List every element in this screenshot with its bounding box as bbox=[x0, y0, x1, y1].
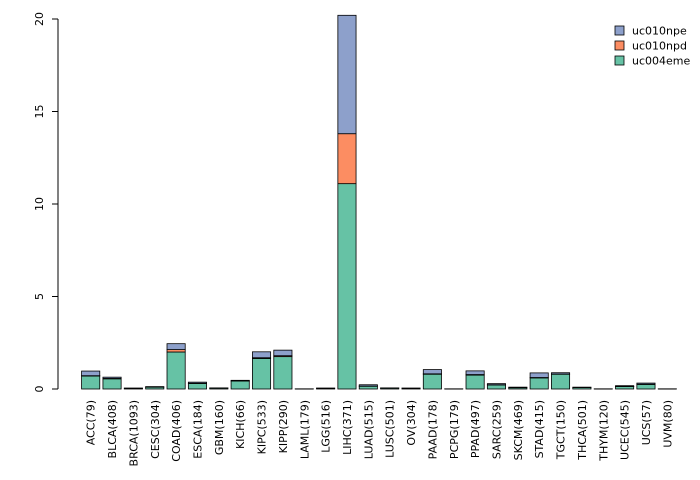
bar-segment-uc010npe-7 bbox=[230, 379, 250, 382]
bar-segment-uc004eme-12 bbox=[337, 183, 357, 390]
bar-segment-uc010npe-26 bbox=[636, 382, 656, 385]
bar-segment-uc010npe-8 bbox=[252, 351, 272, 359]
bar-segment-uc010npe-25 bbox=[615, 385, 635, 387]
x-tick-label: UCS(57) bbox=[640, 400, 653, 445]
x-tick-label: UVM(80) bbox=[661, 400, 674, 448]
bar-segment-uc004eme-16 bbox=[422, 373, 442, 390]
x-tick-label: LUSC(501) bbox=[384, 400, 397, 458]
bar-segment-uc010npe-1 bbox=[102, 376, 122, 379]
x-tick-label: CESC(304) bbox=[149, 400, 162, 459]
x-tick-label: LUAD(515) bbox=[362, 400, 375, 459]
bar-segment-uc004eme-4 bbox=[166, 351, 186, 390]
bar-segment-uc004eme-21 bbox=[529, 377, 549, 390]
bar-segment-uc004eme-5 bbox=[187, 383, 207, 390]
y-tick-label: 5 bbox=[33, 293, 46, 300]
x-tick-label: TGCT(150) bbox=[555, 400, 568, 460]
bar-segment-uc010npe-21 bbox=[529, 372, 549, 378]
x-tick-label: OV(304) bbox=[405, 400, 418, 446]
x-tick-label: LGG(516) bbox=[320, 400, 333, 453]
y-tick-label: 0 bbox=[33, 386, 46, 393]
bar-segment-uc010npe-20 bbox=[508, 386, 528, 389]
bar-segment-uc010npe-3 bbox=[145, 386, 165, 388]
x-tick-label: KIPC(533) bbox=[256, 400, 269, 454]
x-tick-label: THCA(501) bbox=[576, 400, 589, 461]
legend-swatch-uc004eme bbox=[614, 55, 625, 66]
x-tick-label: PCPG(179) bbox=[448, 400, 461, 459]
x-tick-label: PAAD(178) bbox=[426, 400, 439, 459]
x-tick-label: COAD(406) bbox=[170, 400, 183, 462]
bar-segment-uc010npe-16 bbox=[422, 369, 442, 375]
bar-segment-uc010npd-12 bbox=[337, 133, 357, 185]
x-tick-label: BLCA(408) bbox=[106, 400, 119, 458]
bar-segment-uc010npe-9 bbox=[273, 349, 293, 357]
y-tick-label: 20 bbox=[33, 12, 46, 26]
x-tick-label: ACC(79) bbox=[85, 400, 98, 445]
y-tick-label: 15 bbox=[33, 105, 46, 119]
x-tick-label: LIHC(371) bbox=[341, 400, 354, 455]
bar-segment-uc010npe-0 bbox=[81, 370, 101, 377]
x-tick-label: BRCA(1093) bbox=[127, 400, 140, 466]
x-tick-label: SKCM(469) bbox=[512, 400, 525, 460]
bar-segment-uc004eme-26 bbox=[636, 383, 656, 390]
bar-segment-uc004eme-22 bbox=[551, 373, 571, 390]
x-tick-label: STAD(415) bbox=[533, 400, 546, 458]
legend: uc010npe uc010npd uc004eme bbox=[614, 25, 690, 68]
legend-label-uc010npe: uc010npe bbox=[632, 25, 687, 38]
bar-segment-uc010npe-4 bbox=[166, 343, 186, 350]
bar-segment-uc010npe-22 bbox=[551, 372, 571, 375]
y-axis: 0 5 10 15 20 bbox=[33, 12, 59, 393]
x-tick-label: KICH(66) bbox=[234, 400, 247, 449]
bar-segment-uc004eme-9 bbox=[273, 356, 293, 390]
x-tick-label: SARC(259) bbox=[490, 400, 503, 459]
bar-segment-uc004eme-7 bbox=[230, 380, 250, 390]
legend-label-uc004eme: uc004eme bbox=[632, 55, 690, 68]
bars bbox=[81, 14, 677, 390]
bar-segment-uc004eme-19 bbox=[486, 384, 506, 390]
legend-swatch-uc010npd bbox=[614, 40, 625, 51]
bar-segment-uc004eme-18 bbox=[465, 374, 485, 390]
bar-segment-uc004eme-13 bbox=[358, 385, 378, 390]
bar-segment-uc004eme-1 bbox=[102, 378, 122, 390]
x-tick-label: PPAD(497) bbox=[469, 400, 482, 458]
x-tick-label: KIPP(290) bbox=[277, 400, 290, 453]
x-axis-labels: ACC(79) BLCA(408) BRCA(1093) CESC(304) COAD(… bbox=[85, 400, 675, 466]
y-tick-label: 10 bbox=[33, 197, 46, 211]
bar-segment-uc010npe-19 bbox=[486, 383, 506, 386]
bar-segment-uc010npe-18 bbox=[465, 370, 485, 375]
bar-segment-uc010npe-12 bbox=[337, 14, 357, 135]
x-tick-label: GBM(160) bbox=[213, 400, 226, 455]
legend-label-uc010npd: uc010npd bbox=[632, 40, 687, 53]
x-tick-label: THYM(120) bbox=[597, 400, 610, 462]
legend-swatch-uc010npe bbox=[614, 25, 625, 36]
x-tick-label: LAML(179) bbox=[298, 400, 311, 459]
bar-segment-uc010npe-13 bbox=[358, 384, 378, 387]
bar-segment-uc004eme-0 bbox=[81, 375, 101, 390]
bar-segment-uc010npe-5 bbox=[187, 381, 207, 384]
x-tick-label: ESCA(184) bbox=[191, 400, 204, 459]
x-tick-label: UCEC(545) bbox=[619, 400, 632, 460]
bar-segment-uc004eme-8 bbox=[252, 358, 272, 390]
